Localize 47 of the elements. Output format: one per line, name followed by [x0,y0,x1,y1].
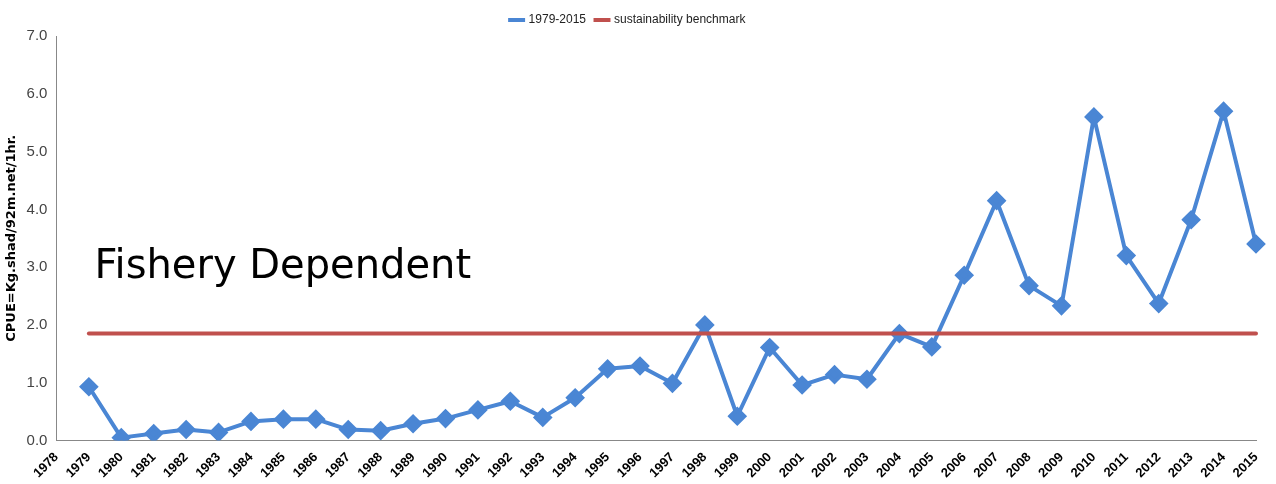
point [404,414,423,433]
point [1149,294,1168,313]
point [1247,235,1265,254]
legend-label: sustainability benchmark [614,12,747,27]
point [598,359,617,378]
point [793,376,812,395]
point [1117,246,1136,265]
y-tick-label: 5.0 [26,141,48,159]
point [533,408,552,427]
point [825,365,844,384]
y-axis-title: CPUE=Kg.shad/92m.net/1hr. [3,134,19,342]
y-tick-label: 6.0 [26,83,48,101]
point [306,410,325,429]
point [1182,210,1201,229]
point [728,407,747,426]
point [631,356,650,375]
point [241,412,260,431]
y-tick-label: 7.0 [26,26,48,44]
point [1214,102,1233,121]
point [144,424,163,441]
point [209,423,228,441]
point [1052,296,1071,315]
point [79,377,98,396]
point [436,409,455,428]
point [857,370,876,389]
point [501,392,520,411]
point [468,400,487,419]
point [1020,276,1039,295]
y-tick-label: 4.0 [26,199,48,217]
point [1084,107,1103,126]
point [922,337,941,356]
y-tick-label: 3.0 [26,257,48,275]
point [760,338,779,357]
point [339,420,358,439]
y-tick-label: 1.0 [26,372,48,390]
point [663,374,682,393]
annotation: Fishery Dependent [94,240,472,287]
point [566,388,585,407]
point [371,421,390,440]
legend-label: 1979-2015 [528,12,587,27]
y-tick-label: 2.0 [26,315,48,333]
point [274,410,293,429]
point [177,420,196,439]
point [955,266,974,285]
y-tick-label: 0.0 [26,430,48,448]
point [695,315,714,334]
point [987,191,1006,210]
